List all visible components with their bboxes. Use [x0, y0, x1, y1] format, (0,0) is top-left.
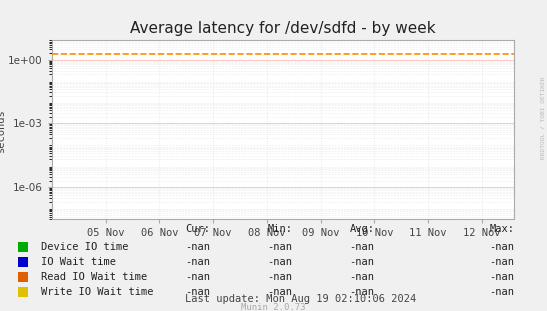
Text: -nan: -nan: [489, 257, 514, 267]
Text: RRDTOOL / TOBI OETIKER: RRDTOOL / TOBI OETIKER: [541, 77, 546, 160]
Text: -nan: -nan: [185, 242, 211, 252]
Text: Avg:: Avg:: [350, 224, 375, 234]
Text: -nan: -nan: [185, 287, 211, 297]
Text: Max:: Max:: [489, 224, 514, 234]
Text: -nan: -nan: [267, 257, 293, 267]
Text: -nan: -nan: [350, 272, 375, 282]
Text: -nan: -nan: [267, 272, 293, 282]
Text: Min:: Min:: [267, 224, 293, 234]
Text: -nan: -nan: [267, 242, 293, 252]
Text: -nan: -nan: [350, 287, 375, 297]
Text: -nan: -nan: [185, 257, 211, 267]
Text: Write IO Wait time: Write IO Wait time: [41, 287, 154, 297]
Text: -nan: -nan: [185, 272, 211, 282]
Text: -nan: -nan: [350, 257, 375, 267]
Text: -nan: -nan: [350, 242, 375, 252]
Text: Last update: Mon Aug 19 02:10:06 2024: Last update: Mon Aug 19 02:10:06 2024: [185, 294, 416, 304]
Text: -nan: -nan: [489, 272, 514, 282]
Text: Cur:: Cur:: [185, 224, 211, 234]
Text: -nan: -nan: [489, 242, 514, 252]
Text: Device IO time: Device IO time: [41, 242, 129, 252]
Y-axis label: seconds: seconds: [0, 108, 5, 152]
Title: Average latency for /dev/sdfd - by week: Average latency for /dev/sdfd - by week: [130, 21, 436, 36]
Text: IO Wait time: IO Wait time: [41, 257, 116, 267]
Text: -nan: -nan: [489, 287, 514, 297]
Text: Read IO Wait time: Read IO Wait time: [41, 272, 147, 282]
Text: -nan: -nan: [267, 287, 293, 297]
Text: Munin 2.0.73: Munin 2.0.73: [241, 303, 306, 311]
